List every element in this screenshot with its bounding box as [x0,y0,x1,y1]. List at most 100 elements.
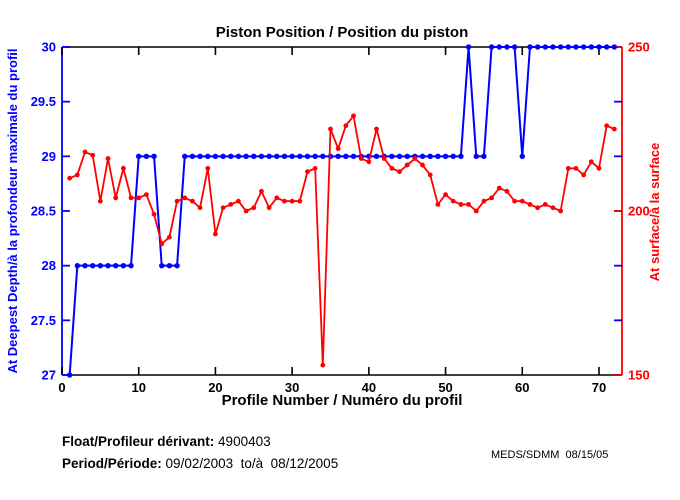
deepest-depth-data-point [112,262,119,269]
surface-data-point [305,169,310,175]
deepest-depth-data-point [396,153,403,160]
x-tick-label: 0 [58,380,65,395]
surface-data-point [473,208,479,214]
surface-data-point [535,205,541,211]
surface-data-point [581,172,587,178]
surface-data-point [366,159,372,165]
surface-data-point [143,192,149,198]
surface-data-point [182,195,188,201]
surface-data-point [67,175,73,181]
surface-data-point [450,198,456,204]
surface-data-point [604,123,610,129]
deepest-depth-data-point [228,153,234,160]
surface-data-point [128,195,134,201]
deepest-depth-data-point [588,44,595,50]
surface-data-point [113,195,119,201]
surface-data-point [97,198,103,204]
surface-data-point [151,211,157,217]
surface-data-point [90,152,96,158]
deepest-depth-data-point [143,153,150,160]
right-tick-label: 150 [628,368,650,383]
surface-data-point [443,192,448,198]
period-value: 09/02/2003 to/à 08/12/2005 [165,456,339,471]
deepest-depth-data-point [66,372,73,378]
deepest-depth-data-point [266,153,272,160]
surface-data-point [458,202,464,207]
deepest-depth-data-point [312,153,318,160]
surface-data-point [220,205,226,211]
chart-title: Piston Position / Position du piston [216,24,469,41]
deepest-depth-data-point [527,44,533,50]
deepest-depth-data-point [496,44,502,50]
deepest-depth-data-point [350,153,357,160]
surface-data-point [228,202,234,207]
deepest-depth-data-point [166,262,173,269]
deepest-depth-data-point [235,153,242,160]
deepest-depth-data-point [258,153,265,160]
deepest-depth-data-point [120,262,127,269]
deepest-depth-data-point [97,262,104,269]
deepest-depth-data-point [189,153,196,160]
surface-data-point [596,165,602,171]
surface-data-point [236,198,241,204]
deepest-depth-data-point [465,44,472,50]
surface-data-point [542,202,548,207]
float-id-line: Float/Profileur dérivant: 4900403 [62,431,338,453]
deepest-depth-data-point [197,153,203,160]
x-tick-label: 40 [362,380,376,395]
deepest-depth-data-point [297,153,303,160]
x-tick-label: 20 [208,380,222,395]
surface-data-point [481,198,487,204]
surface-data-point [174,198,180,204]
deepest-depth-data-point [603,44,610,50]
left-tick-label: 27 [42,368,56,383]
surface-data-point [190,198,195,204]
surface-data-point [105,156,111,161]
deepest-depth-data-point [504,44,510,50]
deepest-depth-data-point [174,262,180,269]
float-label: Float/Profileur dérivant: [62,434,215,449]
left-tick-label: 30 [42,40,56,55]
deepest-depth-data-point [458,153,464,160]
deepest-depth-data-point [557,44,564,50]
surface-data-point [374,126,379,132]
deepest-depth-data-point [151,153,157,160]
surface-data-point [588,159,594,165]
x-tick-label: 10 [131,380,145,395]
deepest-depth-data-point [220,153,226,160]
surface-data-point [527,202,533,207]
footer: Float/Profileur dérivant: 4900403 Period… [62,431,338,475]
surface-data-point [297,198,303,204]
surface-data-point [519,198,525,204]
x-axis-label: Profile Number / Numéro du profil [222,392,463,409]
deepest-depth-data-point [580,44,587,50]
surface-data-point [197,205,203,211]
surface-data-point [205,165,211,171]
surface-data-point [389,165,395,171]
deepest-depth-data-point [320,153,326,160]
deepest-depth-data-point [481,153,487,160]
left-tick-label: 27.5 [31,313,56,328]
surface-data-point [289,198,295,204]
surface-data-point [550,205,556,211]
deepest-depth-data-point [128,262,134,269]
surface-data-point [312,165,318,171]
deepest-depth-data-point [74,262,81,269]
deepest-depth-data-point [205,153,211,160]
surface-data-point [427,172,433,178]
surface-data-point [320,362,326,368]
surface-data-point [358,156,364,161]
deepest-depth-data-point [442,153,449,160]
surface-data-point [412,156,418,161]
plot-area: 0 10 20 30 40 50 60 70 27 27.5 28 28.5 29 29.5 30 150 20… [31,40,650,396]
surface-data-point [328,126,333,132]
left-tick-label: 28 [42,258,56,273]
left-tick-label: 28.5 [31,204,56,219]
left-axis-label: At Deepest Depth/à la profondeur maximal… [5,48,20,373]
left-tick-label: 29.5 [31,94,56,109]
surface-data-point [435,202,441,207]
right-tick-label: 250 [628,40,650,55]
surface-data-point [420,162,425,168]
surface-data-point [259,188,264,194]
